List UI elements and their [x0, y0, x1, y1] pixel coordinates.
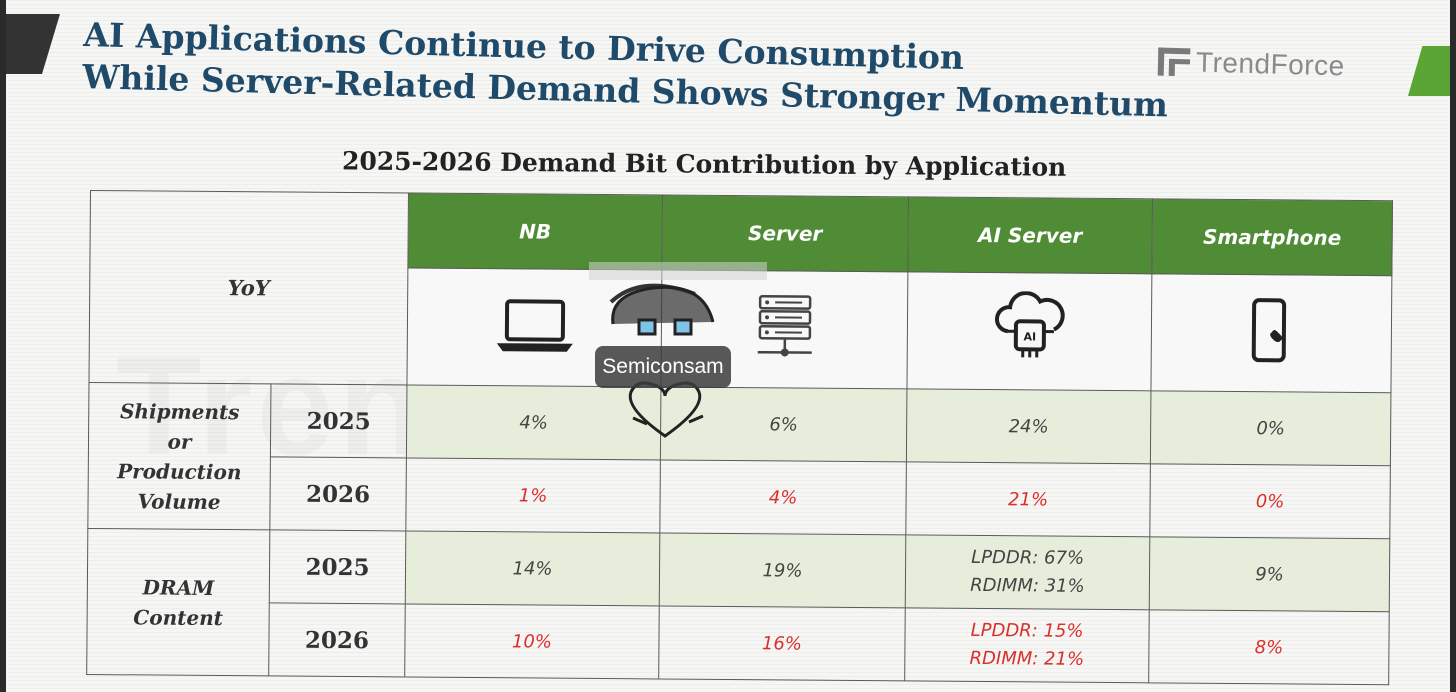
- semiconsam-stamp: Semiconsam: [569, 262, 769, 438]
- server-rack-icon: [757, 295, 812, 357]
- value-line: RDIMM: 21%: [969, 647, 1085, 670]
- value-cell: 24%: [906, 388, 1151, 464]
- value-line: LPDDR: 67%: [971, 546, 1085, 569]
- corner-yoy-label: YoY: [88, 190, 409, 385]
- value-line: RDIMM: 31%: [970, 574, 1085, 597]
- table-row: 2026 1% 4% 21% 0%: [88, 455, 1391, 539]
- column-header-server: Server: [661, 194, 909, 272]
- server-icon-cell: [660, 269, 908, 389]
- row-group-dram-content: DRAM Content: [86, 528, 270, 676]
- table-row: DRAM Content 2025 14% 19% LPDDR: 67% RDI…: [86, 528, 1390, 676]
- mascot-icon: [569, 262, 769, 438]
- column-header-smartphone: Smartphone: [1151, 198, 1393, 276]
- row-group-shipments: Shipments or Production Volume: [87, 382, 271, 530]
- svg-text:AI: AI: [1023, 330, 1036, 343]
- value-cell: 1%: [405, 457, 661, 533]
- group-label-line: or: [167, 429, 192, 454]
- value-cell: 16%: [658, 605, 906, 681]
- group-label-line: DRAM: [142, 574, 215, 600]
- group-label-line: Content: [133, 604, 224, 630]
- table-row: 2026 10% 16% LPDDR: 15% RDIMM: 21% 8%: [87, 601, 1390, 685]
- laptop-icon: [496, 299, 573, 352]
- group-label-line: Production: [117, 458, 242, 484]
- column-header-ai-server: AI Server: [907, 196, 1153, 274]
- smartphone-icon: [1251, 298, 1286, 363]
- value-cell: 0%: [1149, 463, 1391, 539]
- logo-text: TrendForce: [1195, 46, 1346, 82]
- value-cell: 14%: [405, 530, 660, 606]
- column-header-nb: NB: [407, 193, 663, 270]
- year-label: 2025: [270, 383, 407, 458]
- table-title: 2025-2026 Demand Bit Contribution by App…: [341, 146, 1067, 182]
- ai-server-icon-cell: AI: [906, 271, 1152, 391]
- trendforce-logo-icon: [1157, 47, 1191, 77]
- ai-cloud-chip-icon: AI: [994, 291, 1065, 358]
- group-label-line: Volume: [137, 488, 221, 514]
- corner-accent-left: [6, 14, 60, 74]
- year-label: 2026: [268, 602, 406, 677]
- value-cell: 0%: [1150, 390, 1391, 466]
- trendforce-logo: TrendForce: [1157, 46, 1346, 83]
- value-cell: 8%: [1148, 609, 1390, 685]
- value-line: LPDDR: 15%: [970, 619, 1084, 642]
- value-cell: 10%: [404, 603, 660, 679]
- nb-icon-cell: [406, 267, 662, 387]
- value-cell: 4%: [659, 459, 907, 535]
- year-label: 2026: [269, 456, 407, 531]
- year-label: 2025: [269, 529, 406, 604]
- value-cell: 21%: [905, 461, 1151, 537]
- corner-accent-right: [1408, 46, 1450, 96]
- stamp-label: Semiconsam: [595, 346, 731, 388]
- value-cell: 9%: [1149, 536, 1390, 612]
- value-cell: 19%: [659, 532, 906, 608]
- demand-table: YoY NB Server AI Server Smartphone: [86, 190, 1393, 685]
- group-label-line: Shipments: [119, 398, 240, 424]
- value-cell-stacked: LPDDR: 15% RDIMM: 21%: [904, 607, 1150, 683]
- slide-title: AI Applications Continue to Drive Consum…: [82, 14, 1214, 128]
- value-cell-stacked: LPDDR: 67% RDIMM: 31%: [905, 534, 1150, 610]
- demand-table-wrap: YoY NB Server AI Server Smartphone: [86, 190, 1393, 685]
- slide: TrendForce AI Applications Continue to D…: [6, 0, 1450, 692]
- smartphone-icon-cell: [1150, 273, 1392, 393]
